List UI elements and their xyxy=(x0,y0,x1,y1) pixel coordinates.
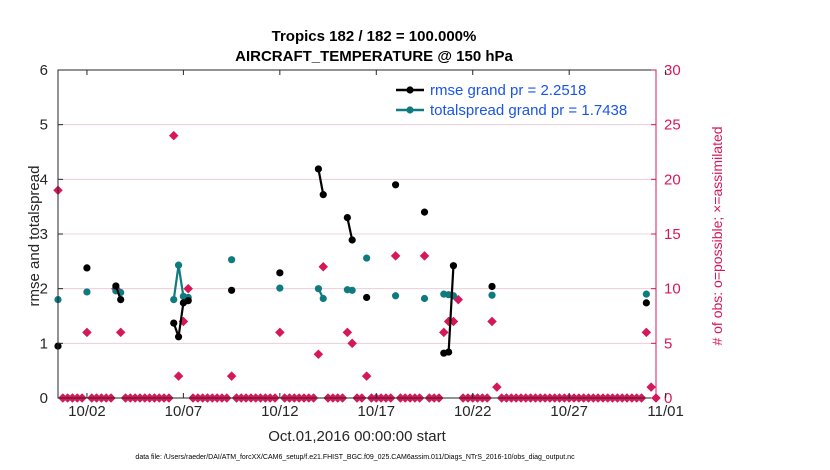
y2-tick-label: 25 xyxy=(664,117,681,134)
rmse-point xyxy=(112,282,120,290)
obs-count-marker xyxy=(390,251,401,261)
rmse-point xyxy=(449,262,458,270)
y2-tick-label: 15 xyxy=(664,226,681,243)
legend-spread-marker xyxy=(406,106,414,114)
y-axis-label: rmse and totalspread xyxy=(26,166,43,307)
rmse-point xyxy=(228,286,236,294)
rmse-line xyxy=(443,265,455,355)
rmse-point xyxy=(348,236,356,244)
obs-count-marker xyxy=(318,261,329,272)
rmse-point xyxy=(642,299,650,307)
x-tick-label: 10/22 xyxy=(454,403,492,420)
y2-tick-label: 30 xyxy=(664,62,681,79)
x-tick-label: 10/07 xyxy=(165,403,203,420)
x-tick-label: 10/17 xyxy=(358,403,396,420)
rmse-point xyxy=(488,282,496,291)
rmse-point xyxy=(170,319,178,327)
y-tick-label: 2 xyxy=(40,281,48,298)
obs-count-marker xyxy=(82,327,92,338)
obs-count-marker xyxy=(487,316,497,327)
rmse-line xyxy=(172,299,189,338)
obs-count-marker xyxy=(438,327,449,338)
rmse-point xyxy=(445,348,453,356)
spread-point xyxy=(170,296,178,304)
spread-point xyxy=(391,292,400,300)
obs-count-marker xyxy=(168,130,179,141)
chart-title: Tropics 182 / 182 = 100.000% xyxy=(272,28,477,45)
y-tick-label: 1 xyxy=(40,335,48,352)
obs-count-marker xyxy=(492,382,502,392)
axes: 0 1 2 3 4 5 6 0 5 10 15 20 25 30 10/02 10/07 10/12 10/17 1… xyxy=(40,62,684,420)
chart-subtitle: AIRCRAFT_TEMPERATURE @ 150 hPa xyxy=(235,48,513,65)
obs-count-marker xyxy=(342,327,353,338)
spread-point xyxy=(83,288,91,296)
rmse-point xyxy=(174,333,183,341)
obs-count-marker xyxy=(641,327,652,338)
x-tick-label: 11/01 xyxy=(647,403,683,420)
obs-count-marker xyxy=(646,382,657,392)
legend-rmse-label: rmse grand pr = 2.2518 xyxy=(430,82,586,99)
y2-tick-label: 10 xyxy=(664,281,681,298)
obs-count-markers xyxy=(53,130,657,392)
grid-lines xyxy=(58,124,656,344)
y-tick-label: 3 xyxy=(40,226,48,243)
obs-count-marker xyxy=(173,371,184,381)
y-tick-label: 0 xyxy=(40,390,48,407)
legend-box xyxy=(391,77,652,121)
y2-tick-label: 5 xyxy=(664,335,672,352)
spread-point xyxy=(314,285,323,293)
legend-rmse-marker xyxy=(406,86,414,94)
x-tick-label: 10/02 xyxy=(68,403,106,420)
y2-axis-label: # of obs: o=possible; ×=assimilated xyxy=(709,126,725,345)
rmse-point xyxy=(363,293,371,302)
x-tick-label: 10/27 xyxy=(550,403,588,420)
spread-point xyxy=(488,291,496,299)
spread-point xyxy=(174,261,183,269)
series-layer xyxy=(54,165,650,357)
data-file-footnote: data file: /Users/raeder/DAI/ATM_forcXX/… xyxy=(135,454,575,461)
rmse-point xyxy=(184,297,192,305)
spread-point xyxy=(420,294,429,303)
rmse-point xyxy=(314,165,323,173)
obs-count-marker xyxy=(115,327,126,338)
spread-point xyxy=(319,294,327,303)
y2-tick-label: 0 xyxy=(664,390,672,407)
spread-point xyxy=(642,290,650,298)
obs-count-marker xyxy=(347,338,358,349)
rmse-point xyxy=(276,269,284,277)
obs-count-marker xyxy=(226,371,237,381)
rmse-line xyxy=(317,168,325,195)
x-axis-label: Oct.01,2016 00:00:00 start xyxy=(268,428,446,445)
rmse-point xyxy=(420,208,429,216)
y2-tick-label: 20 xyxy=(664,171,681,188)
rmse-line xyxy=(346,217,354,241)
legend: rmse grand pr = 2.2518 totalspread grand… xyxy=(391,77,652,121)
y-tick-label: 4 xyxy=(40,171,48,188)
spread-point xyxy=(348,286,356,294)
obs-count-marker xyxy=(183,283,194,294)
x-tick-label: 10/12 xyxy=(261,403,299,420)
rmse-point xyxy=(391,181,400,189)
obs-count-marker xyxy=(313,349,324,360)
obs-count-marker xyxy=(361,371,372,381)
legend-spread-label: totalspread grand pr = 1.7438 xyxy=(430,102,627,119)
rmse-point xyxy=(343,214,351,222)
y-tick-label: 6 xyxy=(40,62,48,79)
spread-point xyxy=(228,256,236,264)
spread-point xyxy=(276,284,284,292)
obs-count-marker xyxy=(419,251,430,261)
y-tick-label: 5 xyxy=(40,117,48,134)
rmse-point xyxy=(319,191,327,199)
obs-count-marker xyxy=(274,327,285,338)
rmse-point xyxy=(83,264,91,272)
spread-point xyxy=(363,254,371,262)
rmse-point xyxy=(117,296,125,304)
